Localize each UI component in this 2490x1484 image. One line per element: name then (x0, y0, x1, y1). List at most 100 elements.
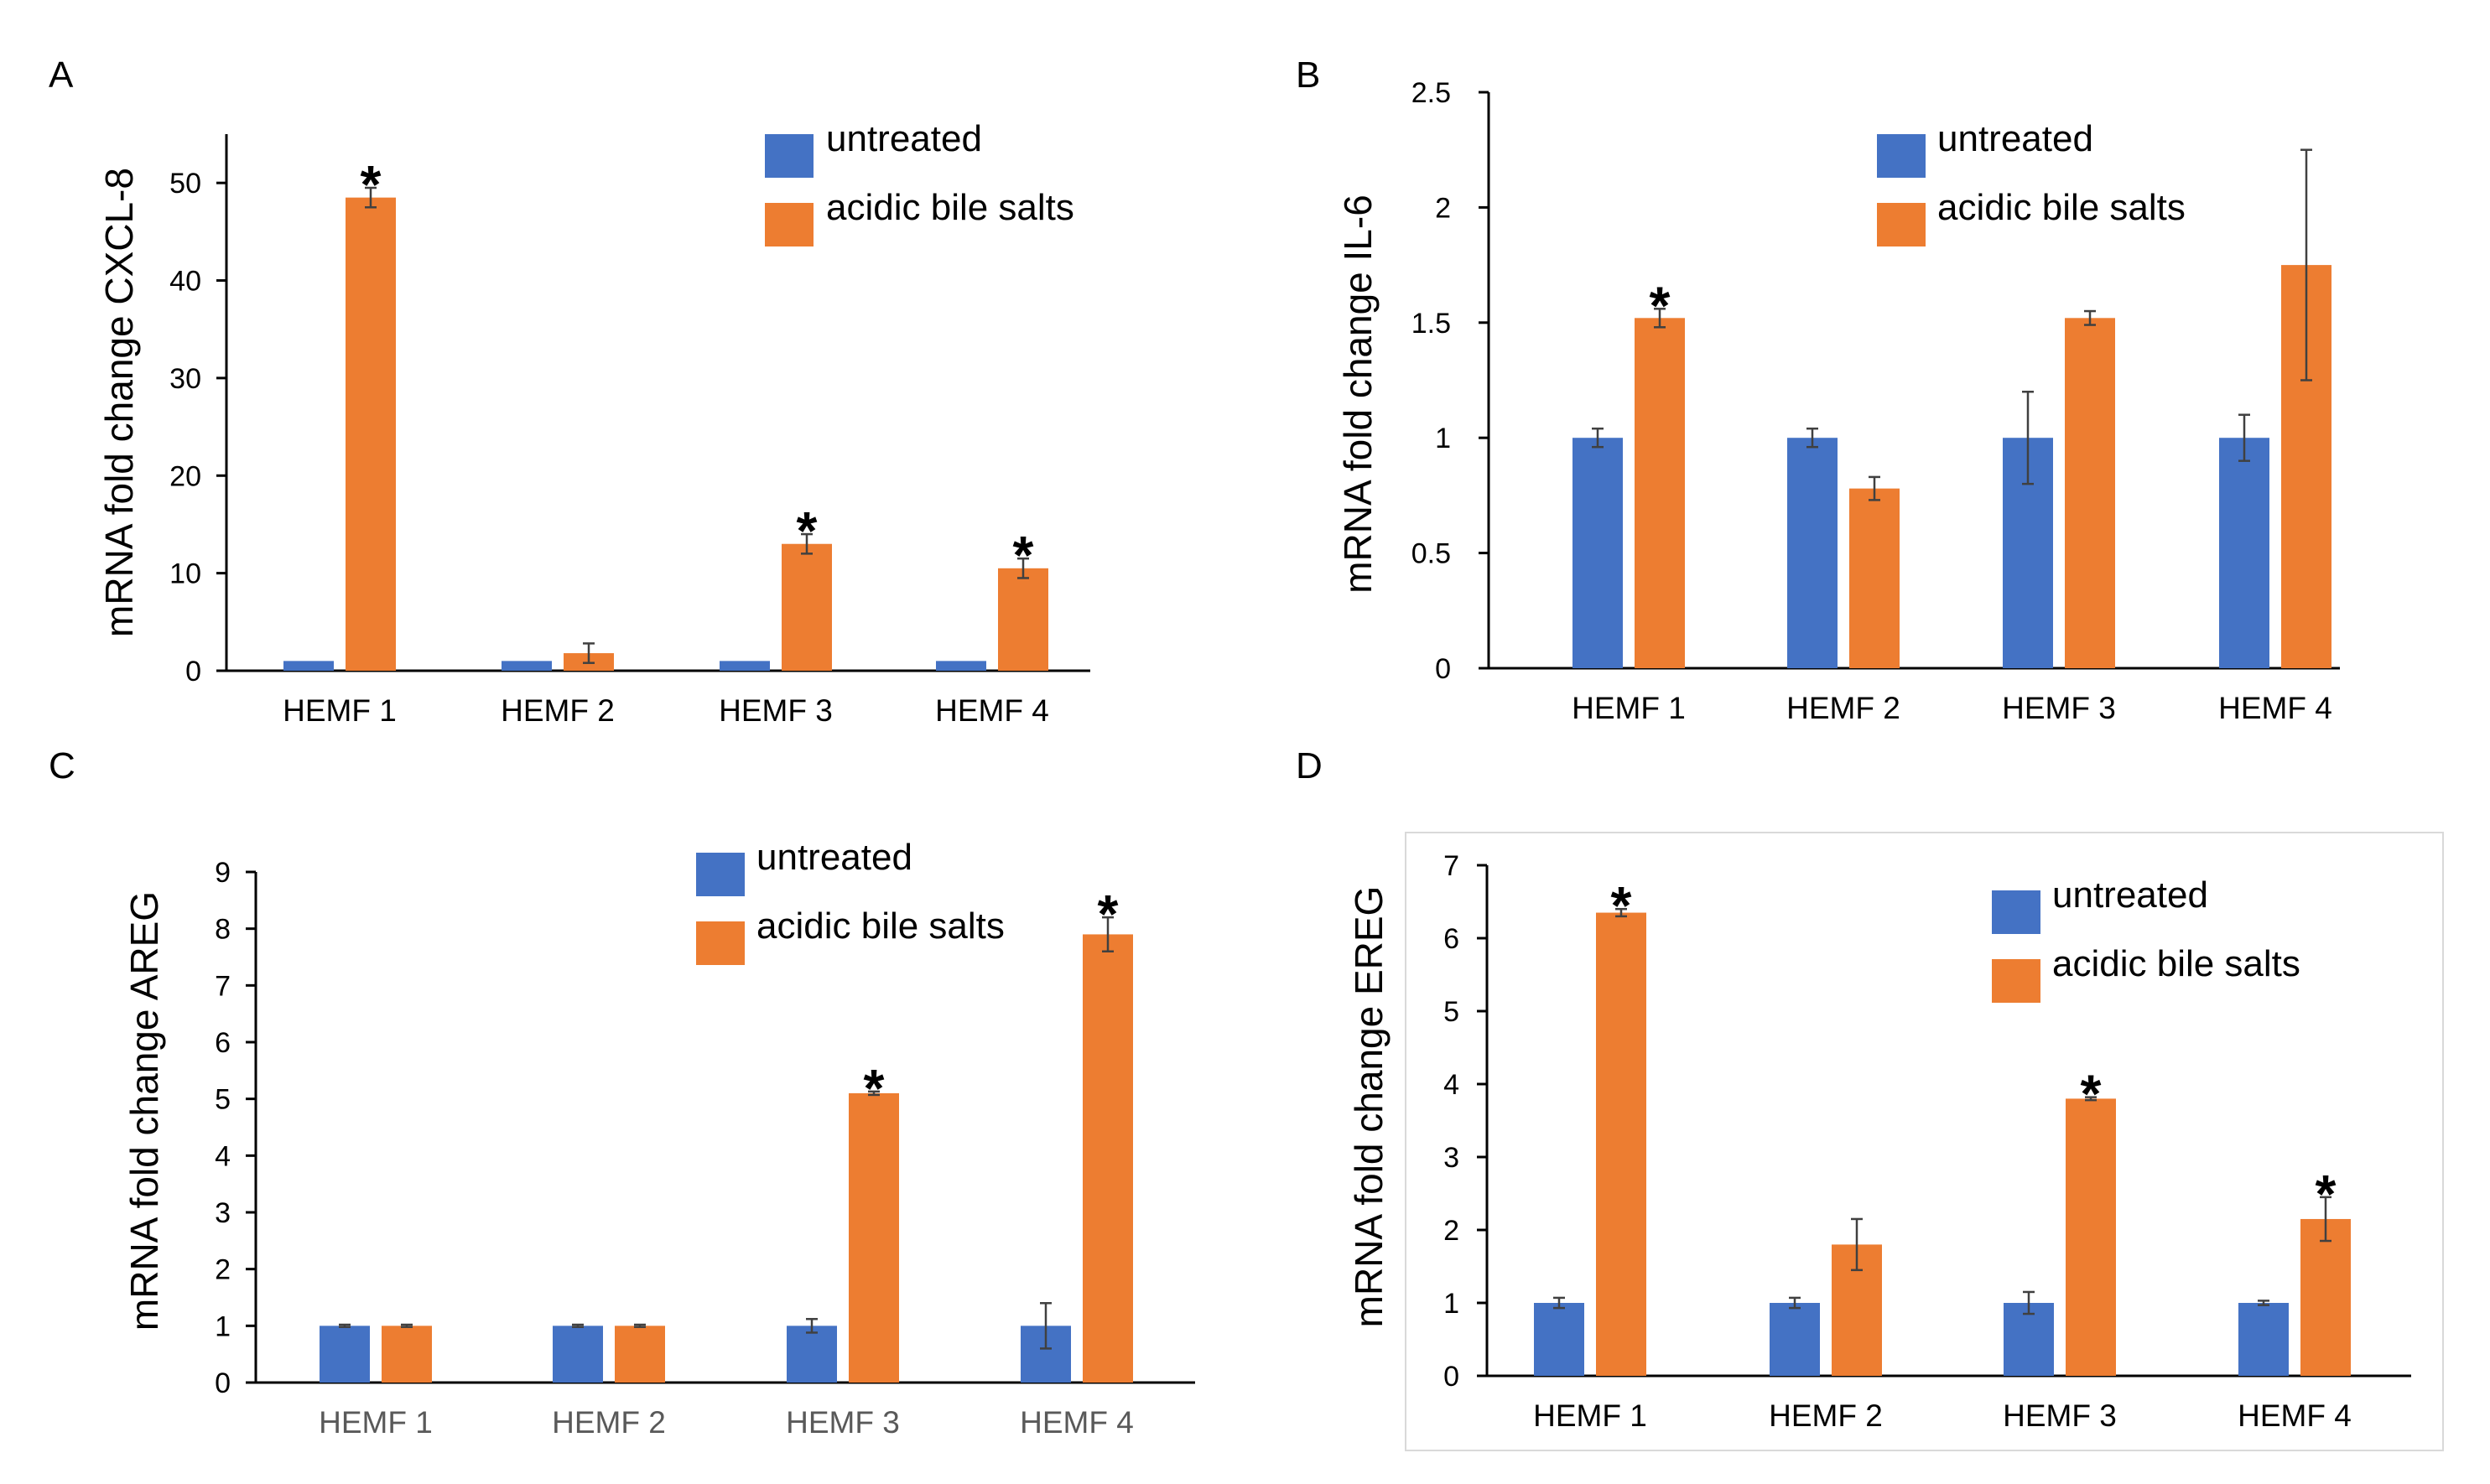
x-tick-label: HEMF 2 (1786, 691, 1900, 725)
legend-label-untreated: untreated (826, 118, 982, 159)
bar-acidic-1 (1596, 912, 1646, 1376)
legend-label-acidic: acidic bile salts (756, 905, 1005, 947)
bar-acidic-4 (1083, 934, 1133, 1383)
y-tick-label: 2 (1443, 1215, 1459, 1247)
y-tick-label: 40 (169, 266, 201, 298)
legend-swatch-untreated (1992, 890, 2040, 934)
bar-untreated-4 (2219, 438, 2269, 668)
x-tick-label: HEMF 4 (1020, 1405, 1134, 1440)
bar-untreated-1 (1572, 438, 1623, 668)
y-tick-label: 7 (215, 970, 231, 1002)
bar-untreated-2 (553, 1326, 603, 1383)
bar-acidic-1 (346, 197, 396, 672)
legend-swatch-untreated (696, 853, 745, 896)
y-tick-label: 4 (215, 1140, 231, 1172)
bar-untreated-2 (1770, 1303, 1820, 1376)
y-tick-label: 0 (1435, 653, 1451, 685)
x-tick-label: HEMF 1 (1572, 691, 1686, 725)
y-tick-label: 3 (215, 1197, 231, 1229)
x-tick-label: HEMF 1 (1533, 1398, 1647, 1433)
y-tick-label: 20 (169, 460, 201, 492)
bar-untreated-3 (787, 1326, 837, 1383)
legend-swatch-acidic (1877, 203, 1926, 246)
panel-letter: D (1296, 745, 1323, 786)
panel-letter: B (1296, 54, 1320, 96)
y-tick-label: 0 (215, 1367, 231, 1399)
bar-untreated-3 (720, 661, 770, 671)
bar-acidic-4 (998, 568, 1048, 671)
legend-swatch-acidic (696, 921, 745, 965)
bar-untreated-1 (1534, 1303, 1584, 1376)
significance-star: * (1098, 884, 1119, 944)
bar-acidic-1 (382, 1326, 432, 1383)
legend-swatch-acidic (765, 203, 814, 246)
legend-label-acidic: acidic bile salts (2052, 943, 2300, 984)
y-tick-label: 10 (169, 558, 201, 590)
significance-star: * (2316, 1164, 2337, 1224)
legend-swatch-untreated (1877, 134, 1926, 178)
x-tick-label: HEMF 2 (501, 693, 615, 728)
x-tick-label: HEMF 2 (552, 1405, 666, 1440)
bar-acidic-3 (2065, 318, 2115, 668)
bar-untreated-4 (936, 661, 986, 671)
y-tick-label: 5 (215, 1084, 231, 1116)
y-tick-label: 6 (215, 1027, 231, 1059)
x-tick-label: HEMF 4 (2218, 691, 2332, 725)
y-axis-label: mRNA fold change EREG (1347, 886, 1391, 1328)
significance-star: * (361, 154, 382, 215)
y-tick-label: 1 (215, 1310, 231, 1342)
x-tick-label: HEMF 1 (319, 1405, 433, 1440)
bar-untreated-4 (2238, 1303, 2289, 1376)
chart-frame (1405, 832, 2444, 1451)
significance-star: * (797, 501, 818, 561)
x-tick-label: HEMF 4 (2238, 1398, 2352, 1433)
significance-star: * (1650, 275, 1671, 335)
x-tick-label: HEMF 3 (719, 693, 833, 728)
bar-untreated-2 (1787, 438, 1838, 668)
significance-star: * (2081, 1064, 2102, 1124)
legend: untreated acidic bile salts (1877, 118, 2186, 246)
y-tick-label: 4 (1443, 1069, 1459, 1101)
chart-panel-a: A 0 10 20 30 40 50 mRNA fold change CXCL-8 HEMF … (49, 54, 1090, 728)
x-tick-label: HEMF 1 (283, 693, 397, 728)
x-tick-label: HEMF 3 (2003, 1398, 2117, 1433)
y-tick-label: 6 (1443, 923, 1459, 955)
bar-untreated-1 (320, 1326, 370, 1383)
significance-star: * (864, 1058, 885, 1118)
bar-acidic-1 (1635, 318, 1685, 668)
y-tick-label: 0 (185, 656, 201, 688)
y-tick-label: 5 (1443, 996, 1459, 1028)
y-tick-label: 7 (1443, 850, 1459, 882)
bar-untreated-1 (283, 661, 334, 671)
legend-swatch-untreated (765, 134, 814, 178)
y-tick-label: 50 (169, 168, 201, 200)
y-tick-label: 3 (1443, 1142, 1459, 1174)
y-tick-label: 30 (169, 363, 201, 395)
bar-untreated-2 (502, 661, 552, 671)
bar-acidic-2 (1849, 488, 1900, 668)
bar-acidic-3 (782, 543, 832, 671)
y-tick-label: 2 (1435, 192, 1451, 224)
significance-star: * (1013, 525, 1034, 585)
y-tick-label: 1 (1435, 423, 1451, 454)
chart-panel-c: C 0 1 2 3 4 5 6 7 8 9 mRNA fold change AREG HEMF 1 HE… (49, 745, 1195, 1440)
y-axis-label: mRNA fold change CXCL-8 (97, 168, 141, 637)
y-tick-label: 9 (215, 857, 231, 889)
legend-label-acidic: acidic bile salts (1937, 187, 2186, 228)
bar-untreated-3 (2004, 1303, 2054, 1376)
panel-letter: A (49, 54, 74, 96)
y-axis-label: mRNA fold change AREG (122, 891, 166, 1331)
y-tick-label: 0 (1443, 1361, 1459, 1393)
panel-letter: C (49, 745, 75, 786)
y-tick-label: 1.5 (1411, 308, 1451, 340)
bar-acidic-3 (2066, 1098, 2116, 1376)
bar-acidic-2 (615, 1326, 665, 1383)
x-tick-label: HEMF 3 (2002, 691, 2116, 725)
significance-star: * (1611, 875, 1632, 936)
legend-label-untreated: untreated (2052, 874, 2208, 916)
legend-label-acidic: acidic bile salts (826, 187, 1074, 228)
y-tick-label: 2.5 (1411, 77, 1451, 109)
legend: untreated acidic bile salts (696, 837, 1005, 965)
bar-acidic-4 (2300, 1218, 2351, 1376)
